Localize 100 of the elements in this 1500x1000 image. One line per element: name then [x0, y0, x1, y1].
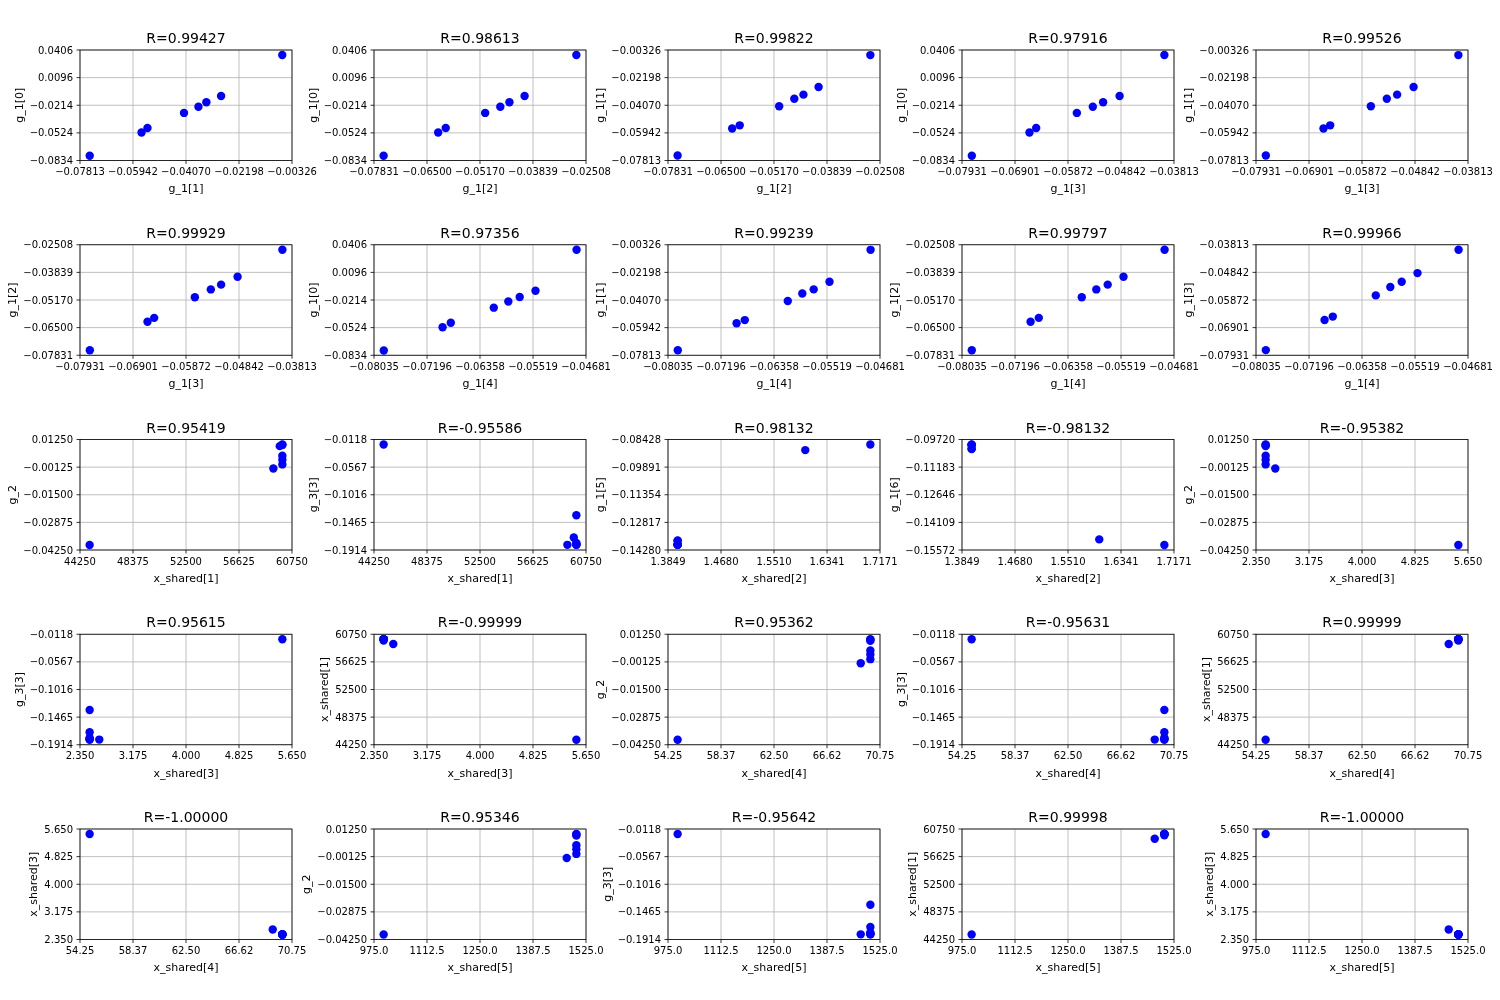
x-axis-title: g_1[3] — [168, 377, 204, 391]
x-tick-label: 4.825 — [224, 750, 254, 762]
x-tick-label: −0.05519 — [1096, 360, 1146, 372]
y-tick-label: −0.1465 — [617, 906, 661, 918]
y-tick-label: 3.175 — [1220, 906, 1249, 918]
y-tick-label: −0.05942 — [611, 127, 661, 139]
x-tick-label: 52500 — [464, 555, 496, 567]
y-axis-title: x_shared[3] — [27, 851, 41, 917]
x-tick-label: 48375 — [117, 555, 149, 567]
x-axis-title: x_shared[4] — [741, 766, 807, 780]
x-tick-label: −0.04681 — [1149, 360, 1199, 372]
y-tick-label: 0.01250 — [325, 823, 367, 835]
y-axis-title: g_1[2] — [6, 282, 20, 318]
x-tick-label: 4.825 — [1400, 555, 1430, 567]
x-tick-label: 1387.5 — [515, 945, 551, 957]
x-tick-label: 58.37 — [1000, 750, 1030, 762]
x-tick-label: 975.0 — [359, 945, 389, 957]
x-axis-title: x_shared[4] — [1329, 766, 1395, 780]
x-tick-label: 56625 — [517, 555, 549, 567]
x-tick-label: −0.03813 — [1443, 166, 1493, 178]
x-tick-label: 70.75 — [865, 750, 895, 762]
chart-title: R=0.95346 — [440, 809, 520, 825]
y-tick-label: 60750 — [923, 823, 955, 835]
x-tick-label: 1.6341 — [1103, 555, 1139, 567]
chart-title: R=-1.00000 — [143, 809, 229, 825]
y-tick-label: −0.0118 — [29, 628, 73, 640]
y-tick-label: 0.0096 — [332, 266, 367, 278]
y-tick-label: −0.1016 — [617, 878, 661, 890]
y-tick-label: −0.02508 — [905, 239, 955, 251]
x-tick-label: 48375 — [411, 555, 443, 567]
x-axis-title: g_1[4] — [1344, 377, 1380, 391]
y-axis-title: g_1[6] — [888, 477, 902, 513]
y-tick-label: −0.02198 — [611, 72, 661, 84]
x-tick-label: −0.06358 — [1043, 360, 1093, 372]
x-axis-title: x_shared[2] — [741, 571, 807, 585]
x-axis-title: x_shared[5] — [1329, 961, 1395, 975]
x-tick-label: −0.05872 — [1043, 166, 1093, 178]
x-tick-label: −0.04681 — [1443, 360, 1493, 372]
y-tick-label: −0.15572 — [905, 544, 955, 556]
y-tick-label: −0.06500 — [905, 322, 955, 334]
y-tick-label: −0.04070 — [1199, 99, 1249, 111]
y-tick-label: −0.0524 — [323, 322, 367, 334]
y-tick-label: −0.0567 — [617, 851, 661, 863]
x-tick-label: −0.04681 — [855, 360, 905, 372]
x-tick-label: −0.06901 — [1284, 166, 1334, 178]
y-tick-label: −0.1914 — [911, 739, 955, 751]
y-tick-label: −0.0214 — [323, 99, 367, 111]
x-tick-label: 3.175 — [412, 750, 442, 762]
y-tick-label: −0.1016 — [323, 489, 367, 501]
y-tick-label: −0.09891 — [611, 461, 661, 473]
y-axis-title: g_3[3] — [12, 671, 26, 708]
x-tick-label: −0.05170 — [455, 166, 505, 178]
x-tick-label: 54.25 — [1241, 750, 1271, 762]
x-tick-label: 3.175 — [1294, 555, 1324, 567]
y-tick-label: −0.07813 — [1199, 155, 1249, 167]
x-tick-label: 1112.5 — [997, 945, 1033, 957]
y-tick-label: 48375 — [1217, 711, 1249, 723]
x-tick-label: −0.04842 — [214, 360, 264, 372]
y-axis-title: x_shared[1] — [1200, 656, 1214, 723]
y-axis-title: g_1[0] — [894, 87, 908, 123]
x-tick-label: 60750 — [570, 555, 602, 567]
y-tick-label: 0.0096 — [38, 72, 73, 84]
y-tick-label: −0.04250 — [1199, 544, 1249, 556]
chart-title: R=0.99998 — [1028, 809, 1108, 825]
y-tick-label: 52500 — [335, 684, 367, 696]
y-tick-label: −0.0567 — [29, 656, 73, 668]
x-tick-label: −0.08035 — [1231, 360, 1281, 372]
x-axis-title: x_shared[3] — [447, 766, 513, 780]
y-axis-title: g_3[3] — [600, 866, 614, 902]
x-axis-title: g_1[4] — [1050, 377, 1086, 391]
y-tick-label: 5.650 — [44, 823, 73, 835]
y-tick-label: −0.03813 — [1199, 239, 1249, 251]
x-axis-title: x_shared[3] — [1329, 571, 1395, 585]
x-tick-label: −0.08035 — [349, 360, 399, 372]
y-tick-label: 44250 — [1217, 739, 1249, 751]
y-tick-label: −0.03839 — [23, 266, 73, 278]
x-tick-label: 66.62 — [224, 945, 254, 957]
y-tick-label: −0.04070 — [611, 294, 661, 306]
y-tick-label: −0.1914 — [323, 544, 367, 556]
y-tick-label: −0.00125 — [317, 851, 367, 863]
x-tick-label: −0.03813 — [1149, 166, 1199, 178]
x-tick-label: −0.07931 — [55, 360, 105, 372]
y-axis-title: g_1[1] — [594, 282, 608, 318]
x-tick-label: −0.06358 — [455, 360, 505, 372]
x-tick-label: 44250 — [64, 555, 96, 567]
x-tick-label: 5.650 — [277, 750, 307, 762]
x-tick-label: −0.03839 — [508, 166, 558, 178]
x-tick-label: 1112.5 — [409, 945, 445, 957]
x-tick-label: 1387.5 — [1397, 945, 1433, 957]
x-tick-label: −0.02508 — [561, 166, 611, 178]
y-tick-label: 48375 — [923, 906, 955, 918]
y-tick-label: −0.0834 — [911, 155, 955, 167]
y-tick-label: −0.0214 — [911, 99, 955, 111]
y-tick-label: −0.00125 — [611, 656, 661, 668]
y-tick-label: −0.00326 — [611, 239, 661, 251]
x-tick-label: −0.05872 — [161, 360, 211, 372]
chart-title: R=0.98132 — [734, 419, 814, 436]
x-tick-label: 1.4680 — [703, 555, 739, 567]
x-tick-label: 44250 — [358, 555, 390, 567]
x-axis-title: g_1[2] — [462, 182, 498, 196]
